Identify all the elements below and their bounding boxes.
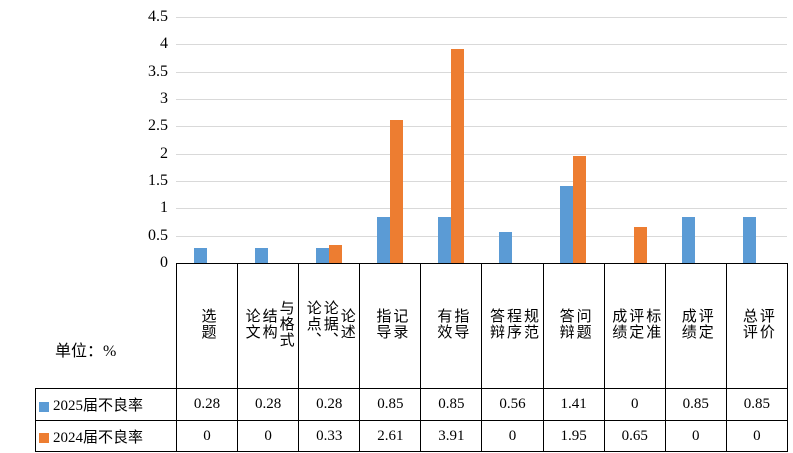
series-name: 2024届不良率 [53, 429, 144, 446]
y-axis-tick-label: 0.5 [148, 226, 168, 244]
bar-2025届不良率-5 [499, 232, 513, 263]
category-cell: 选题 [175, 263, 239, 389]
data-table: 选题 论文 结构 与格式 论点、 论据、 论述 指导 记录 有效 指导 答辩 程序 规范答… [35, 263, 788, 452]
bar-2025届不良率-0 [193, 247, 207, 263]
table-value-cell: 0.28 [298, 388, 361, 421]
y-axis-tick-label: 1.5 [148, 172, 168, 189]
bar-2024届不良率-3 [389, 120, 403, 263]
table-value-cell: 3.91 [420, 420, 483, 452]
table-value-cell: 0 [725, 420, 788, 452]
y-axis-tick-label: 2 [160, 144, 168, 162]
table-value-cell: 0.33 [298, 420, 361, 452]
y-axis-tick-label: 3 [160, 90, 168, 107]
table-value-cell: 0 [237, 420, 300, 452]
table-value-cell: 0.85 [420, 388, 483, 421]
category-cell: 论点、 论据、 论述 [298, 263, 361, 389]
gridline [176, 99, 787, 100]
gridline [176, 71, 787, 73]
gridline [176, 181, 787, 182]
y-axis-tick-label: 2.5 [148, 117, 168, 135]
category-cell: 总评 评价 [725, 263, 788, 389]
category-cell: 指导 记录 [359, 263, 422, 389]
table-value-cell: 0.28 [175, 388, 239, 421]
y-axis-tick-label: 0 [160, 254, 168, 271]
y-axis-tick-label: 4.5 [148, 8, 168, 25]
table-value-cell: 0 [603, 388, 666, 421]
bar-2025届不良率-4 [437, 216, 451, 263]
bar-2025届不良率-1 [254, 247, 268, 263]
table-value-cell: 2.61 [359, 420, 422, 452]
category-label: 论文 结构 与格式 [243, 299, 294, 348]
bar-2024届不良率-4 [450, 49, 464, 263]
table-value-cell: 0 [664, 420, 727, 452]
category-cell: 有效 指导 [420, 263, 483, 389]
series-row-header: 2025届不良率 [35, 388, 177, 421]
table-value-cell: 0 [175, 420, 239, 452]
bar-2025届不良率-2 [315, 247, 329, 263]
y-axis-tick-label: 3.5 [148, 62, 168, 80]
category-cell: 答辩 问题 [542, 263, 605, 389]
table-value-cell: 1.41 [542, 388, 605, 421]
series-row-header: 2024届不良率 [35, 420, 177, 452]
category-label: 论点、 论据、 论述 [304, 299, 355, 348]
table-value-cell: 0.85 [359, 388, 422, 421]
y-axis-tick-label: 1 [160, 199, 168, 217]
category-label: 答辩 程序 规范 [488, 307, 539, 340]
unit-label: 单位：% [55, 343, 117, 360]
table-value-cell: 0.65 [603, 420, 666, 452]
gridline [176, 208, 787, 210]
table-value-cell: 0.56 [481, 388, 544, 421]
category-label: 选题 [199, 307, 216, 340]
table-value-cell: 0.85 [725, 388, 788, 421]
category-cell: 成绩 评定 标准 [603, 263, 666, 389]
category-cell: 成绩 评定 [664, 263, 727, 389]
category-label: 答辩 问题 [557, 307, 591, 340]
table-value-cell: 0.85 [664, 388, 727, 421]
bar-2025届不良率-9 [743, 216, 757, 263]
category-cell: 论文 结构 与格式 [237, 263, 300, 389]
table-value-cell: 0.28 [237, 388, 300, 421]
table-value-cell: 0 [481, 420, 544, 452]
gridline [176, 235, 787, 237]
category-label: 有效 指导 [435, 307, 469, 340]
gridline [176, 126, 787, 128]
legend-swatch [39, 401, 49, 412]
series-name: 2025届不良率 [53, 398, 144, 414]
table-value-cell: 1.95 [542, 420, 605, 452]
category-cell: 答辩 程序 规范 [481, 263, 544, 389]
bar-2025届不良率-8 [682, 216, 696, 263]
gridline [176, 153, 787, 155]
gridline [176, 44, 787, 46]
legend-swatch [39, 433, 49, 444]
y-axis-tick-label: 4 [160, 35, 168, 53]
plot-area [176, 17, 787, 263]
gridline [176, 17, 787, 18]
category-label: 总评 评价 [740, 307, 774, 340]
bar-2024届不良率-2 [328, 244, 342, 263]
category-label: 成绩 评定 [679, 307, 713, 340]
bar-2025届不良率-6 [560, 185, 574, 263]
bar-2024届不良率-7 [634, 227, 648, 263]
bar-2024届不良率-6 [573, 156, 587, 263]
category-label: 成绩 评定 标准 [610, 307, 661, 340]
bar-2025届不良率-3 [376, 216, 390, 263]
category-label: 指导 记录 [374, 307, 408, 340]
table-corner-cell [36, 264, 177, 389]
